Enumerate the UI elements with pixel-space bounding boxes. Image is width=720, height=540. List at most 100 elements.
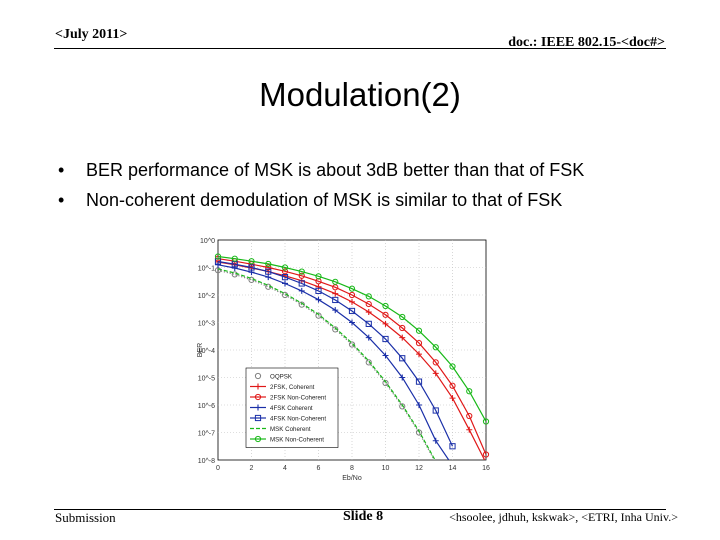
data-point — [265, 260, 272, 268]
y-tick-label: 10^-2 — [198, 293, 215, 300]
data-point — [282, 280, 288, 287]
data-point — [332, 296, 339, 304]
y-tick-label: 10^-4 — [198, 348, 215, 355]
data-point — [432, 407, 439, 414]
data-point — [348, 291, 356, 299]
legend-label: OQPSK — [270, 374, 293, 381]
data-point — [265, 264, 272, 271]
footer-submission: Submission — [55, 510, 116, 525]
y-tick-label: 10^-3 — [198, 321, 215, 328]
y-axis-label: BER — [197, 343, 204, 357]
legend-swatch-marker — [254, 435, 262, 443]
data-point — [248, 264, 255, 271]
data-point — [281, 268, 289, 275]
data-point — [466, 426, 473, 433]
data-point — [365, 293, 372, 300]
data-point — [432, 437, 439, 444]
data-point — [281, 264, 289, 271]
footer-authors: <hsoolee, jdhuh, kskwak>, <ETRI, Inha Un… — [449, 510, 678, 524]
data-point — [248, 258, 255, 265]
data-point — [399, 313, 406, 321]
bullet-dot: • — [58, 190, 65, 210]
legend-swatch-marker — [254, 372, 262, 380]
series-line — [218, 268, 436, 460]
legend-swatch-marker — [254, 414, 262, 422]
data-point — [466, 412, 473, 420]
data-point — [482, 451, 490, 458]
data-point — [382, 379, 389, 387]
data-point — [399, 355, 406, 362]
legend-swatch-marker — [254, 393, 262, 401]
data-point — [466, 388, 473, 395]
legend-label: 4FSK Coherent — [270, 405, 313, 412]
data-point — [449, 363, 456, 370]
data-point — [365, 309, 372, 316]
slide-title: Modulation(2) — [259, 76, 461, 113]
y-tick-label: 10^-6 — [198, 403, 215, 410]
data-point — [315, 312, 322, 319]
data-point — [415, 429, 423, 436]
data-point — [281, 274, 289, 281]
data-point — [332, 307, 339, 314]
y-tick-label: 10^-5 — [198, 376, 215, 383]
data-point — [382, 352, 389, 359]
data-point — [399, 403, 406, 410]
data-point — [348, 285, 356, 292]
x-tick-label: 6 — [317, 465, 321, 472]
legend-label: MSK Coherent — [270, 426, 311, 433]
data-point — [432, 344, 439, 351]
data-point — [349, 298, 355, 305]
data-point — [432, 370, 439, 377]
data-point — [432, 359, 439, 366]
data-point — [399, 324, 406, 332]
legend-label: MSK Non-Coherent — [270, 437, 324, 444]
y-tick-label: 10^-8 — [198, 458, 215, 465]
series-line — [218, 260, 454, 447]
x-tick-label: 14 — [449, 465, 457, 472]
legend-label: 2FSK Non-Coherent — [270, 395, 326, 402]
bullet-text: BER performance of MSK is about 3dB bett… — [86, 160, 585, 180]
legend-label: 2FSK, Coherent — [270, 384, 315, 391]
data-point — [382, 311, 389, 318]
data-point — [332, 278, 339, 285]
data-point — [415, 378, 423, 385]
x-tick-label: 8 — [350, 465, 354, 472]
data-point — [449, 395, 456, 402]
data-point — [231, 265, 238, 272]
data-point — [482, 418, 490, 425]
data-point — [214, 253, 222, 260]
data-point — [449, 382, 456, 389]
data-point — [415, 340, 423, 347]
y-tick-label: 10^0 — [200, 238, 215, 245]
data-point — [382, 302, 389, 310]
data-point — [215, 261, 221, 268]
data-point — [382, 335, 389, 343]
y-tick-label: 10^-1 — [198, 266, 215, 273]
data-point — [416, 351, 422, 358]
data-point — [348, 307, 356, 315]
ber-chart: 0 2 4 6 8 10 12 14 16 10^0 10^-1 10^-2 10^-3 10^-4 10^… — [197, 238, 490, 482]
header-date: <July 2011> — [55, 27, 128, 42]
data-point — [365, 359, 372, 366]
data-point — [449, 443, 456, 450]
x-tick-label: 4 — [283, 465, 287, 472]
bullet-item: • BER performance of MSK is about 3dB bet… — [58, 160, 584, 181]
bullet-item: • Non-coherent demodulation of MSK is sim… — [58, 190, 584, 211]
data-point — [399, 374, 406, 381]
series-line — [218, 258, 486, 455]
data-point — [365, 300, 372, 308]
legend-swatch-marker — [255, 383, 261, 390]
x-tick-label: 16 — [482, 465, 490, 472]
data-point — [298, 287, 305, 294]
header-doc-id: doc.: IEEE 802.15-<doc#> — [508, 35, 665, 50]
data-point — [298, 280, 305, 287]
data-point — [365, 320, 372, 327]
bullet-dot: • — [58, 160, 65, 180]
data-point — [365, 334, 372, 341]
footer-divider — [54, 509, 666, 510]
x-tick-label: 10 — [382, 465, 390, 472]
data-point — [332, 290, 339, 297]
data-point — [231, 255, 238, 262]
data-point — [315, 287, 322, 294]
footer-slide-number: Slide 8 — [343, 509, 384, 524]
